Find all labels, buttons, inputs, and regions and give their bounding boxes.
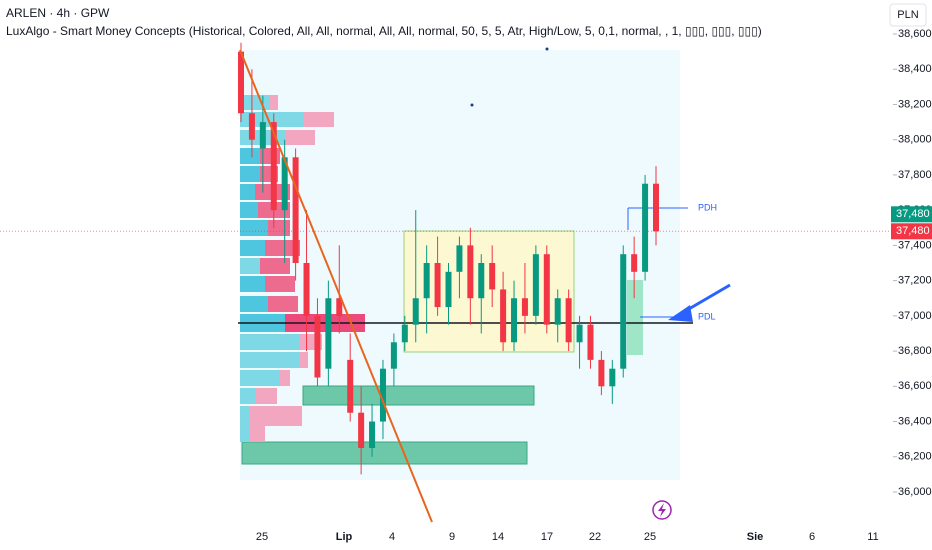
x-tick-label: 25 bbox=[644, 531, 656, 543]
candle-body bbox=[292, 157, 299, 263]
candle-body bbox=[511, 298, 518, 343]
candle-body bbox=[379, 368, 386, 422]
dot bbox=[545, 47, 549, 51]
lightning-icon[interactable] bbox=[652, 500, 672, 520]
candle-body bbox=[642, 183, 649, 272]
y-tick-label: 36,200 bbox=[898, 451, 932, 463]
x-tick-label: Sie bbox=[747, 531, 764, 543]
order-block bbox=[302, 385, 535, 406]
arrow bbox=[668, 283, 731, 322]
currency: PLN bbox=[897, 9, 918, 21]
chart-title: ARLEN · 4h · GPW bbox=[6, 6, 110, 20]
price-tag-label: 37,480 bbox=[896, 208, 930, 220]
candle-body bbox=[314, 315, 321, 378]
candle-body bbox=[390, 342, 397, 369]
fvg-box bbox=[627, 280, 643, 355]
candle-body bbox=[554, 298, 561, 325]
x-tick-label: 4 bbox=[389, 531, 395, 543]
y-tick-label: 36,600 bbox=[898, 380, 932, 392]
x-tick-label: 9 bbox=[449, 531, 455, 543]
y-tick-label: 36,000 bbox=[898, 486, 932, 498]
candle-body bbox=[456, 245, 463, 272]
dot bbox=[470, 103, 474, 107]
annotation: PDL bbox=[698, 311, 716, 321]
candle-body bbox=[270, 122, 277, 211]
candle-body bbox=[489, 263, 496, 290]
y-tick-label: 37,000 bbox=[898, 310, 932, 322]
price-tag-label: 37,480 bbox=[896, 225, 930, 237]
x-tick-label: 22 bbox=[589, 531, 601, 543]
x-tick-label: 11 bbox=[867, 531, 878, 543]
y-tick-label: 38,000 bbox=[898, 134, 932, 146]
candle-body bbox=[445, 271, 452, 308]
volume-profile bbox=[240, 95, 365, 442]
trend-line bbox=[239, 49, 433, 523]
candle-body bbox=[401, 324, 408, 343]
candle-body bbox=[576, 324, 583, 343]
candle-body bbox=[565, 298, 572, 343]
candle-body bbox=[478, 263, 485, 299]
annotation: PDH bbox=[698, 202, 717, 212]
candle-body bbox=[281, 157, 288, 211]
candle-body bbox=[412, 298, 419, 325]
y-tick-label: 36,800 bbox=[898, 345, 932, 357]
y-tick-label: 38,400 bbox=[898, 63, 932, 75]
candle-body bbox=[620, 254, 627, 369]
candle-body bbox=[325, 298, 332, 369]
x-tick-label: 6 bbox=[809, 531, 815, 543]
candle-body bbox=[609, 368, 616, 387]
candle-body bbox=[336, 298, 343, 316]
candle-body bbox=[434, 263, 441, 308]
y-tick-label: 37,800 bbox=[898, 169, 932, 181]
x-tick-label: Lip bbox=[336, 531, 353, 543]
y-tick-label: 38,600 bbox=[898, 28, 932, 40]
candle-body bbox=[631, 254, 638, 272]
candle-body bbox=[521, 298, 528, 316]
candle-body bbox=[238, 51, 244, 114]
candle-body bbox=[369, 421, 376, 448]
indicator-label: LuxAlgo - Smart Money Concepts (Historic… bbox=[6, 24, 762, 38]
candle-body bbox=[248, 113, 255, 140]
candle-body bbox=[358, 412, 365, 448]
candle-body bbox=[500, 289, 507, 343]
candle-body bbox=[347, 359, 354, 413]
y-tick-label: 37,200 bbox=[898, 275, 932, 287]
price-tag bbox=[891, 206, 932, 223]
candle-body bbox=[467, 245, 474, 299]
currency-button[interactable] bbox=[889, 3, 927, 27]
order-block bbox=[241, 441, 528, 465]
price-tag bbox=[891, 223, 932, 240]
x-tick-label: 14 bbox=[492, 531, 504, 543]
candle-body bbox=[653, 183, 659, 232]
candle-body bbox=[423, 263, 430, 299]
candle-body bbox=[303, 263, 310, 316]
candle-body bbox=[543, 254, 550, 325]
candle-body bbox=[259, 122, 266, 149]
x-tick-label: 25 bbox=[256, 531, 268, 543]
y-tick-label: 36,400 bbox=[898, 415, 932, 427]
y-tick-label: 37,400 bbox=[898, 239, 932, 251]
x-tick-label: 17 bbox=[541, 531, 553, 543]
y-tick-label: 38,200 bbox=[898, 98, 932, 110]
candle-body bbox=[587, 324, 594, 360]
candle-body bbox=[598, 359, 605, 387]
candle-body bbox=[532, 254, 539, 316]
